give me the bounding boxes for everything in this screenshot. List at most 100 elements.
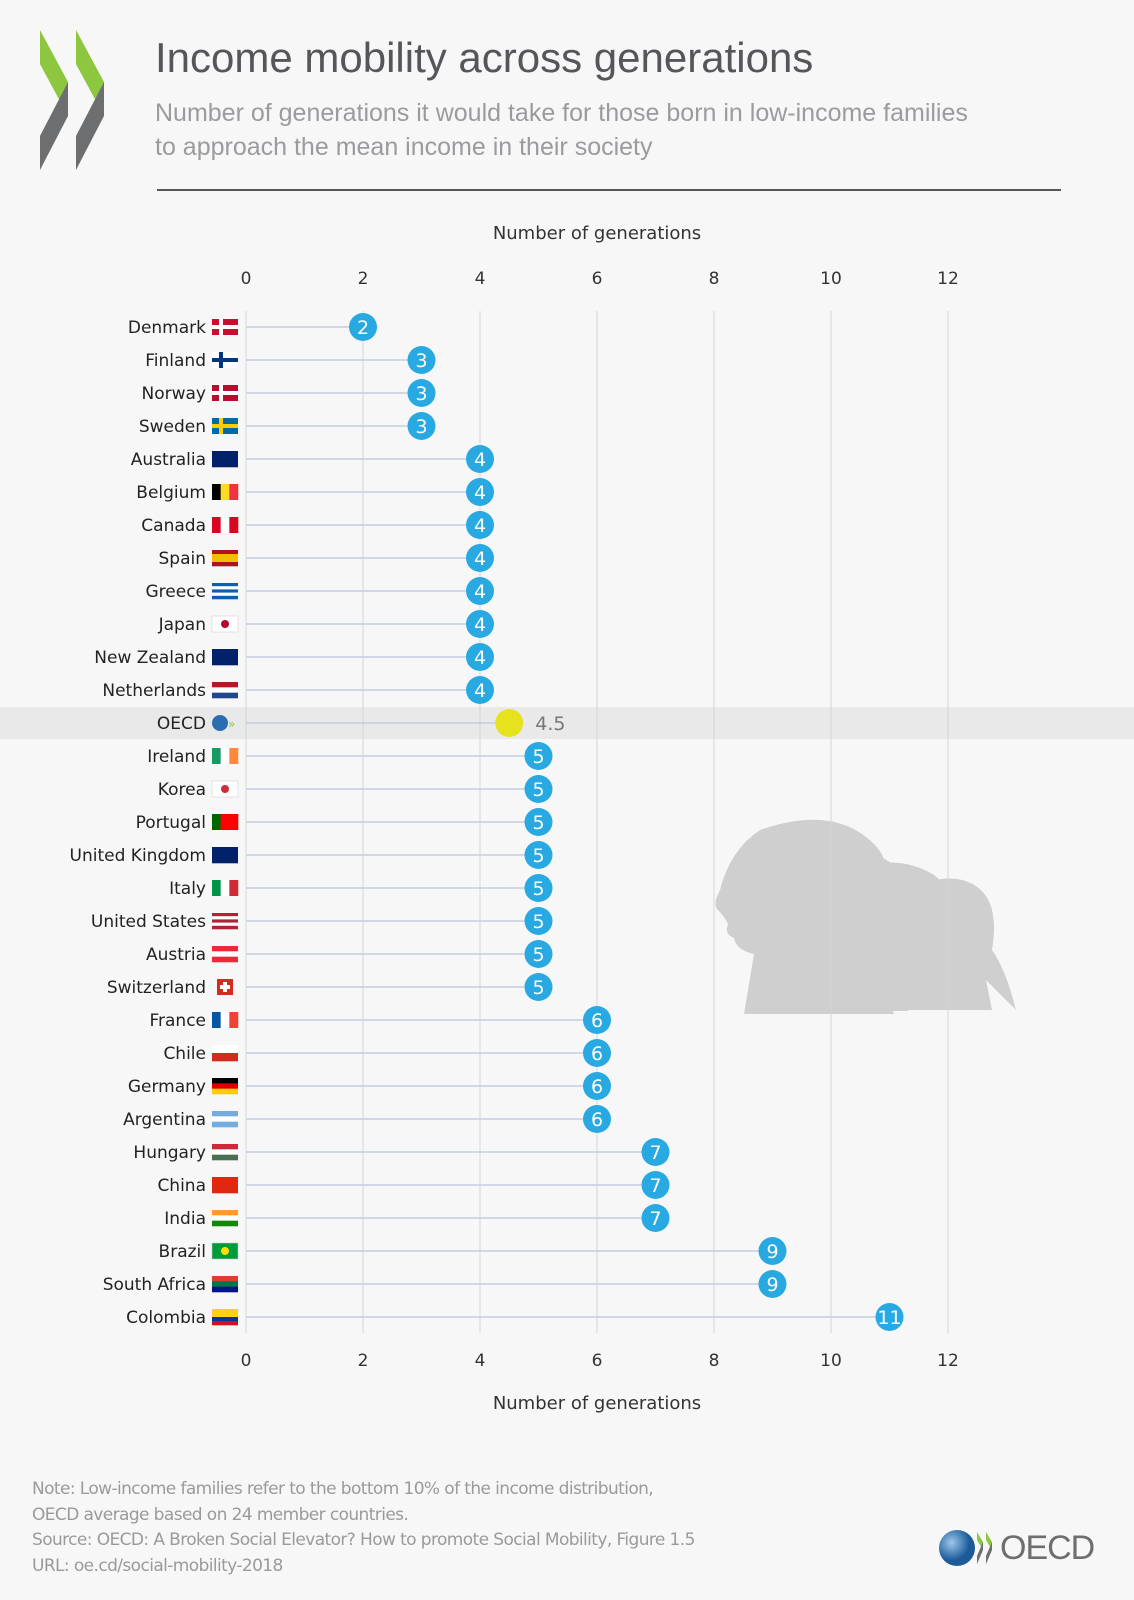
flag-icon (212, 583, 238, 600)
country-label: Hungary (133, 1143, 206, 1163)
flag-icon (212, 319, 238, 335)
flag-icon (212, 1177, 238, 1194)
flag-stripe (212, 1053, 238, 1062)
flag-stripe (212, 913, 238, 917)
oecd-footer-logo: OECD (938, 1528, 1095, 1568)
country-label: United Kingdom (70, 846, 206, 866)
value-label: 4 (474, 449, 486, 471)
value-label: 4 (474, 647, 486, 669)
flag-stripe (212, 649, 238, 666)
value-bubble (524, 874, 553, 902)
subtitle-line: Number of generations it would take for … (155, 99, 968, 127)
oecd-chevron-logo (40, 30, 112, 177)
flag-stripe (212, 592, 238, 597)
value-label: 5 (532, 845, 544, 867)
flag-stripe (229, 484, 239, 500)
flag-stripe (212, 880, 221, 896)
x-tick-label-bottom: 8 (709, 1351, 720, 1371)
note-line: OECD average based on 24 member countrie… (32, 1504, 409, 1525)
value-bubble (524, 907, 553, 935)
x-tick-label-top: 0 (241, 269, 252, 289)
flag-stripe (212, 916, 238, 920)
value-label: 9 (766, 1241, 778, 1263)
globe (212, 715, 228, 731)
country-label: Portugal (136, 813, 206, 833)
country-label: Germany (128, 1077, 206, 1097)
value-bubble (641, 1138, 670, 1166)
x-tick-label-top: 10 (820, 269, 842, 289)
flag-icon (212, 1111, 238, 1128)
value-bubble (466, 544, 494, 572)
value-label: 5 (532, 746, 544, 768)
value-label: 4 (474, 614, 486, 636)
flag-stripe (220, 517, 230, 533)
value-label: 2 (357, 317, 369, 339)
value-label: 6 (591, 1010, 603, 1032)
flag-disc (221, 1247, 229, 1255)
flag-stripe (212, 956, 238, 963)
x-tick-label-bottom: 6 (592, 1351, 603, 1371)
country-label: Belgium (136, 483, 206, 503)
flag-icon (212, 1012, 239, 1028)
x-tick-label-bottom: 10 (820, 1351, 842, 1371)
value-label: 6 (591, 1109, 603, 1131)
flag-stripe (212, 517, 221, 533)
flag-stripe (212, 558, 238, 563)
value-bubble (407, 346, 436, 374)
flag-icon (211, 615, 239, 633)
value-bubble (524, 808, 553, 836)
flag-stripe (212, 1078, 238, 1084)
value-bubble (875, 1303, 904, 1331)
value-bubble (466, 610, 494, 638)
x-tick-label-bottom: 2 (358, 1351, 369, 1371)
value-bubble (407, 379, 436, 407)
flag-stripe (212, 595, 238, 600)
flag-stripe (220, 1012, 230, 1028)
flag-stripe (212, 1321, 238, 1326)
value-label: 6 (591, 1043, 603, 1065)
value-bubble (466, 511, 494, 539)
value-label: 5 (532, 944, 544, 966)
flag-stripe (229, 748, 239, 764)
flag-stripe (212, 1220, 238, 1227)
flag-cross (212, 424, 238, 428)
flag-icon: » (212, 715, 235, 731)
value-label: 3 (415, 383, 427, 405)
flag-stripe (212, 692, 238, 699)
value-label: 4 (474, 548, 486, 570)
value-label: 5 (532, 878, 544, 900)
country-label: Netherlands (102, 681, 206, 701)
value-label: 11 (877, 1307, 901, 1329)
flag-disc (221, 785, 229, 793)
value-bubble (641, 1204, 670, 1232)
flag-stripe (212, 1154, 238, 1161)
flag-stripe (212, 1286, 238, 1293)
country-label: Spain (159, 549, 207, 569)
value-label: 3 (415, 416, 427, 438)
flag-stripe (229, 517, 239, 533)
flag-cross (212, 391, 238, 395)
flag-icon (211, 1242, 239, 1260)
value-label: 6 (591, 1076, 603, 1098)
oecd-average-dot (495, 709, 524, 737)
flag-stripe (220, 880, 230, 896)
value-label: 4 (474, 515, 486, 537)
flag-stripe (212, 951, 238, 957)
flag-icon (211, 780, 239, 798)
flag-stripe (212, 1215, 238, 1221)
x-tick-label-top: 12 (937, 269, 959, 289)
x-tick-label-top: 6 (592, 269, 603, 289)
x-tick-label-bottom: 0 (241, 1351, 252, 1371)
value-bubble (641, 1171, 670, 1199)
country-label: Austria (146, 945, 206, 965)
source-line: Source: OECD: A Broken Social Elevator? … (32, 1530, 695, 1550)
flag-stripe (220, 814, 230, 830)
flag-icon (212, 913, 238, 930)
x-axis-title-bottom: Number of generations (493, 1393, 701, 1414)
value-bubble (466, 577, 494, 605)
value-bubble (583, 1006, 611, 1034)
subtitle-line: to approach the mean income in their soc… (155, 133, 653, 161)
flag-stripe (212, 925, 238, 930)
country-label: China (157, 1176, 206, 1196)
country-label: Australia (131, 450, 206, 470)
